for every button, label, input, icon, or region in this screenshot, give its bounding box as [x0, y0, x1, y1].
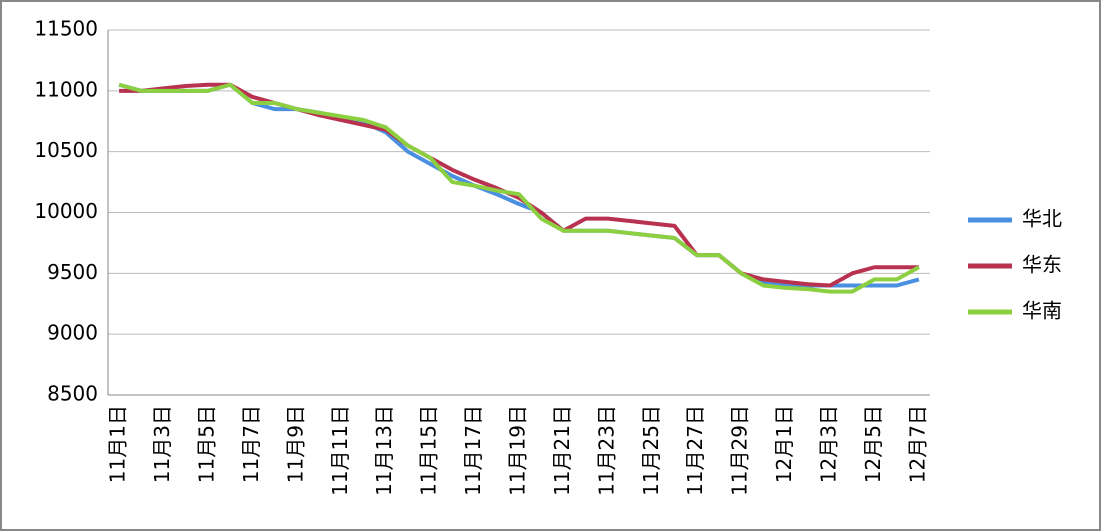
y-tick-label: 11500 — [34, 17, 98, 41]
x-tick-label: 11月23日 — [594, 405, 618, 496]
x-tick-label: 11月17日 — [461, 405, 485, 496]
x-tick-label: 11月29日 — [728, 405, 752, 496]
x-tick-label: 12月7日 — [905, 405, 929, 483]
x-tick-label: 11月19日 — [506, 405, 530, 496]
x-tick-label: 11月21日 — [550, 405, 574, 496]
x-tick-label: 11月27日 — [683, 405, 707, 496]
y-tick-label: 10000 — [34, 199, 98, 223]
x-tick-label: 11月13日 — [372, 405, 396, 496]
x-tick-label: 12月3日 — [817, 405, 841, 483]
series-line — [119, 82, 919, 288]
y-tick-label: 9000 — [47, 321, 98, 345]
y-tick-label: 10500 — [34, 138, 98, 162]
legend-label: 华北 — [1022, 207, 1062, 231]
series-line — [118, 82, 920, 294]
x-tick-label: 11月15日 — [417, 405, 441, 496]
y-tick-label: 11000 — [34, 77, 98, 101]
x-tick-label: 11月3日 — [150, 405, 174, 483]
x-tick-label: 11月9日 — [283, 405, 307, 483]
legend-label: 华东 — [1022, 253, 1062, 277]
x-tick-label: 12月1日 — [772, 405, 796, 483]
x-tick-label: 11月5日 — [194, 405, 218, 483]
y-tick-label: 9500 — [47, 260, 98, 284]
x-tick-label: 11月11日 — [328, 405, 352, 496]
x-tick-label: 11月1日 — [106, 405, 130, 483]
legend-label: 华南 — [1022, 299, 1062, 323]
x-tick-label: 12月5日 — [861, 405, 885, 483]
x-tick-label: 11月25日 — [639, 405, 663, 496]
x-tick-label: 11月7日 — [239, 405, 263, 483]
y-tick-label: 8500 — [47, 382, 98, 406]
